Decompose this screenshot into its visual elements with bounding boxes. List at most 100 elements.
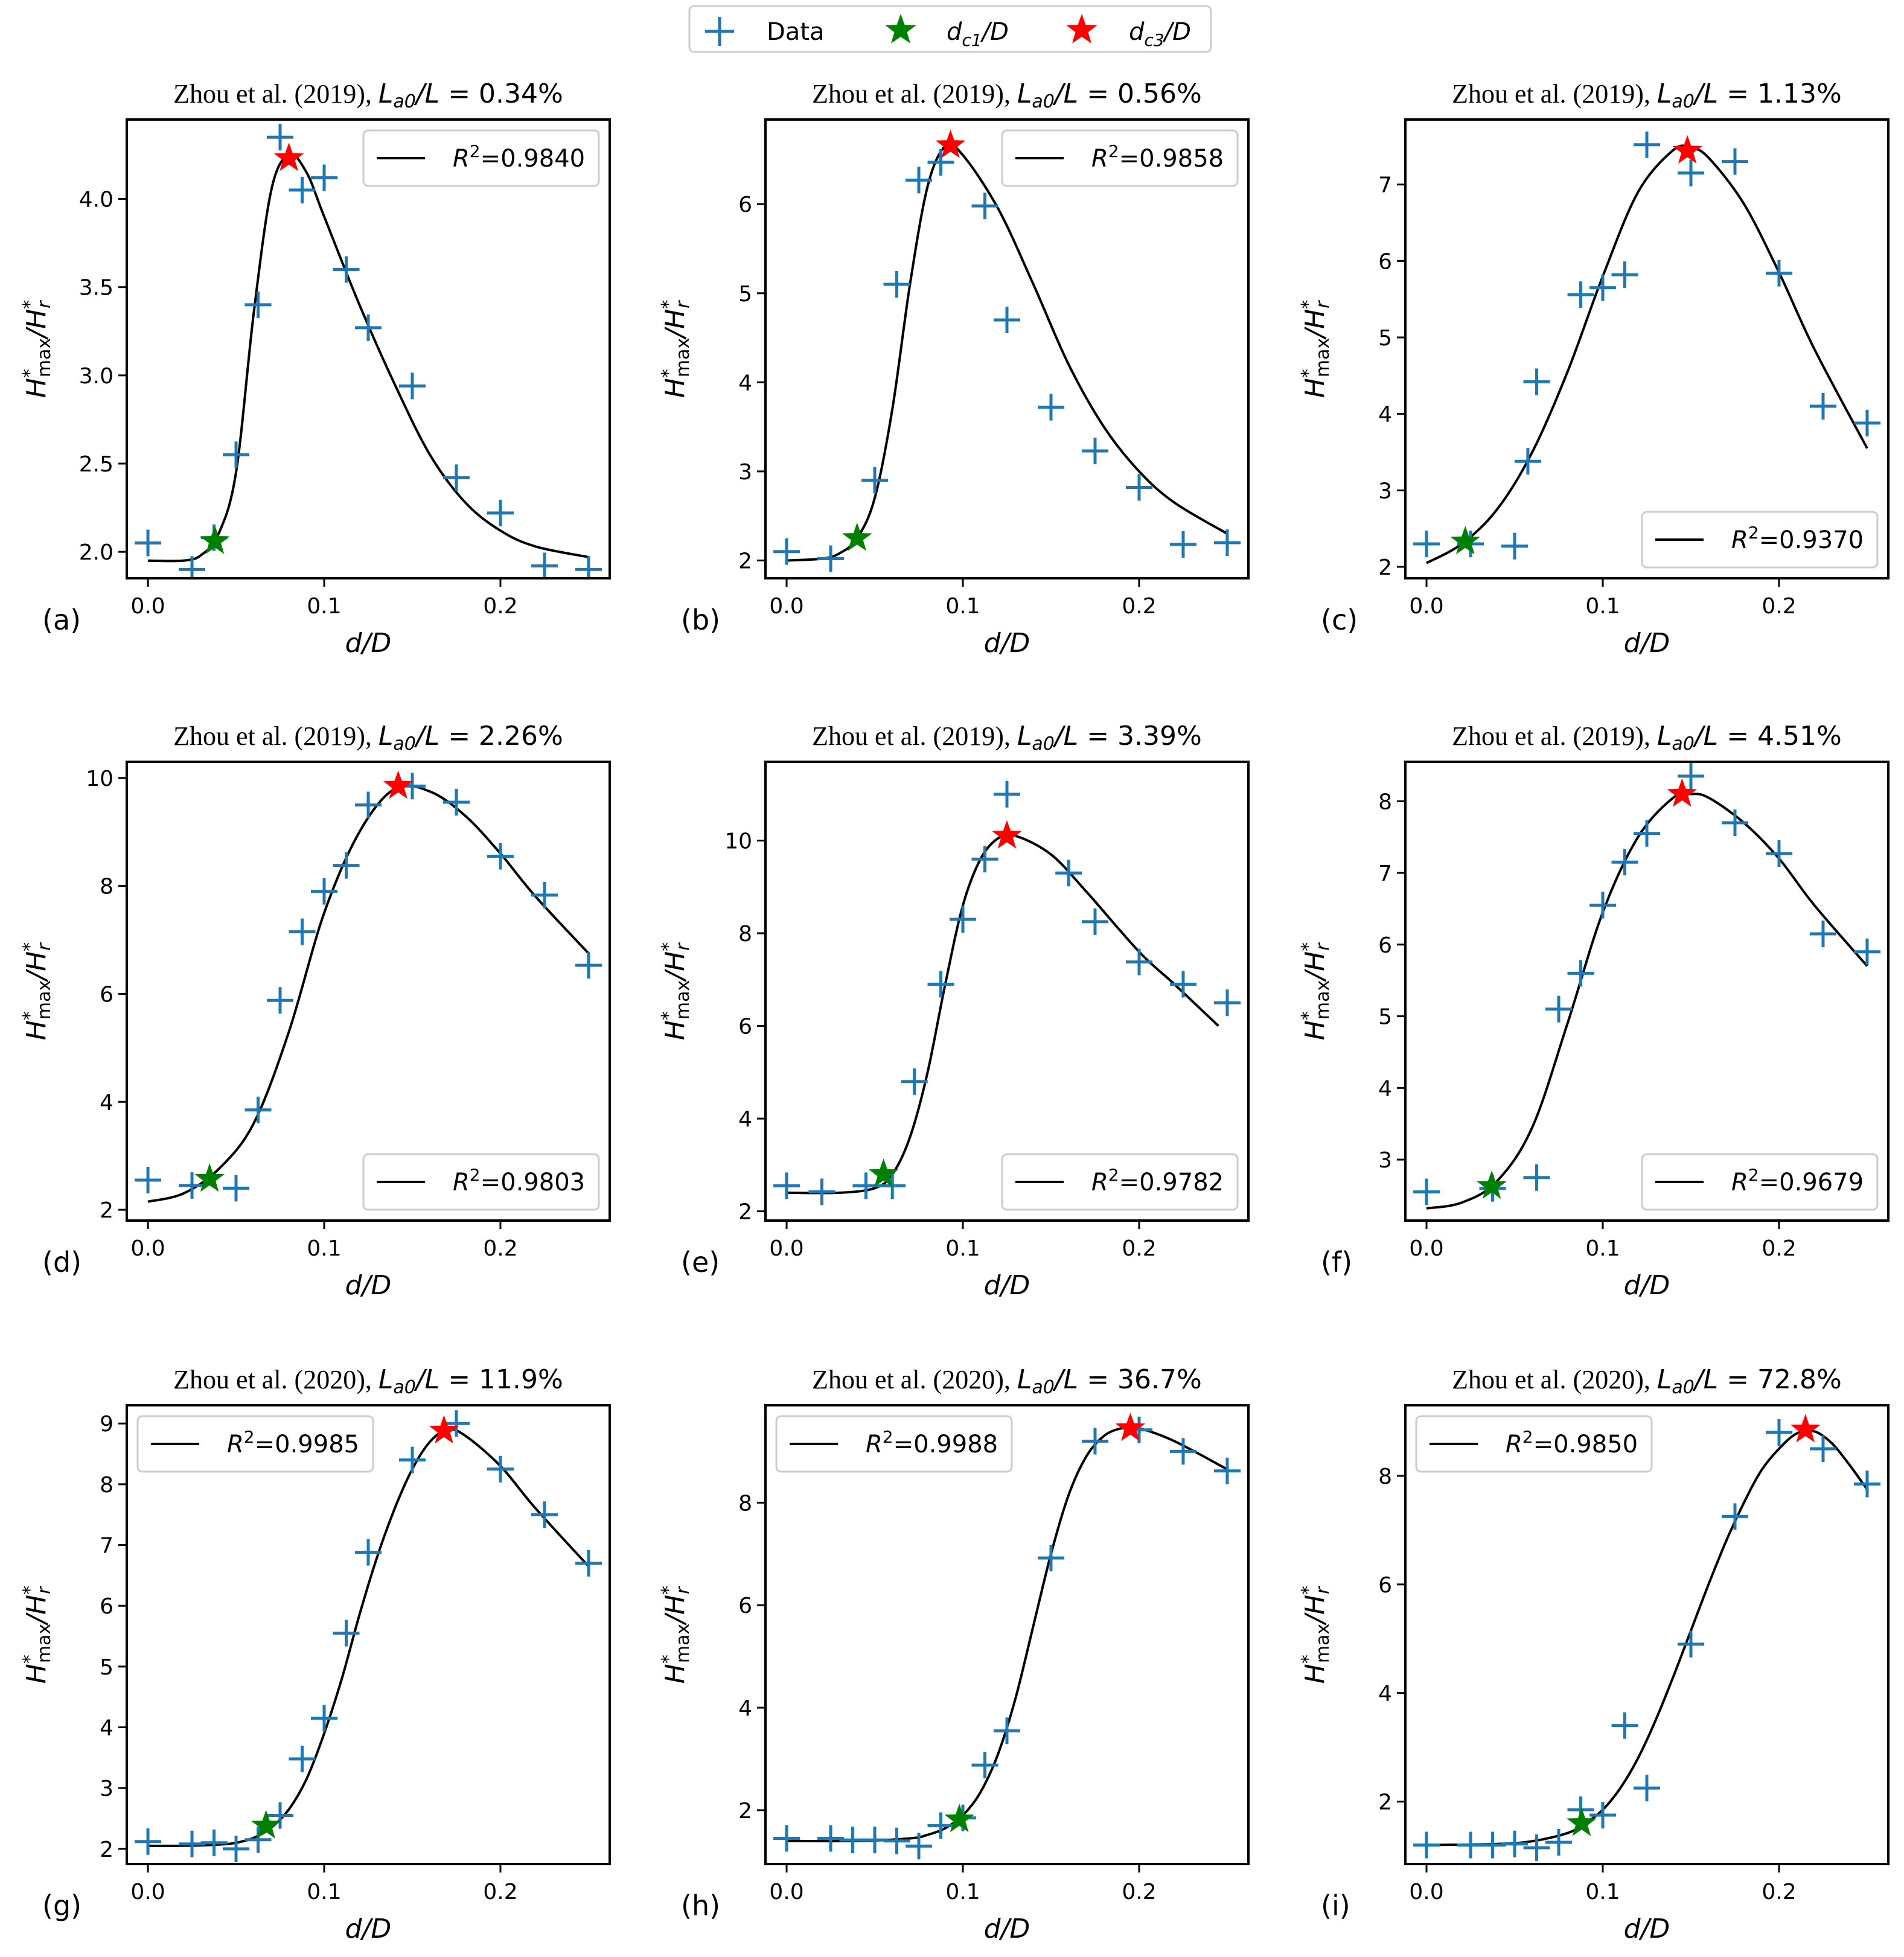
data-point <box>1567 960 1594 987</box>
x-tick-label: 0.0 <box>1409 594 1443 619</box>
y-tick-label: 6 <box>1378 249 1392 274</box>
x-tick-label: 0.1 <box>307 1880 341 1904</box>
data-point <box>267 1802 294 1829</box>
y-tick-label: 6 <box>1378 933 1392 958</box>
r2-legend-frame <box>136 1415 374 1473</box>
data-point <box>355 1539 382 1566</box>
x-axis-label: d/D <box>1624 628 1670 659</box>
data-point <box>1809 921 1836 947</box>
data-point <box>971 193 998 220</box>
x-tick-label: 0.2 <box>483 1880 517 1904</box>
r2-legend: R2=0.9679 <box>1641 1153 1879 1211</box>
y-axis-label: H*max/H*r <box>19 300 55 398</box>
chart-title: Zhou et al. (2019), La0/L = 3.39% <box>812 721 1202 755</box>
dc3-star-marker <box>1115 1413 1146 1441</box>
data-point <box>135 1166 162 1193</box>
dc1-star-marker <box>194 1163 225 1192</box>
y-tick-label: 5 <box>738 282 752 307</box>
data-point <box>971 1752 998 1779</box>
x-tick-label: 0.0 <box>130 594 165 619</box>
x-tick-label: 0.1 <box>307 1236 341 1261</box>
dc1-star-marker <box>944 1804 974 1833</box>
x-axis-label: d/D <box>984 1270 1030 1301</box>
data-point <box>773 1172 800 1199</box>
data-point <box>200 1829 228 1856</box>
dc3-star-marker <box>1672 135 1702 164</box>
r2-legend-frame <box>775 1415 1013 1473</box>
data-point <box>906 167 933 194</box>
y-tick-label: 8 <box>738 922 752 947</box>
dc3-star-marker <box>383 770 414 799</box>
y-tick-label: 10 <box>724 829 752 854</box>
data-point <box>289 1745 316 1772</box>
axes-frame <box>126 761 611 1222</box>
y-tick-label: 9 <box>100 1412 113 1437</box>
data-point <box>1765 1419 1792 1446</box>
data-point <box>531 881 558 908</box>
data-point <box>773 538 800 565</box>
data-point <box>1589 1802 1617 1829</box>
dc1-star-marker <box>200 525 230 554</box>
data-point <box>223 1175 250 1202</box>
data-point <box>487 1455 514 1483</box>
axes-frame <box>1404 761 1890 1222</box>
data-point <box>1634 820 1660 847</box>
y-axis-label: H*max/H*r <box>19 1586 55 1684</box>
top-legend: Data dc1/D dc3/D <box>688 5 1212 53</box>
y-tick-label: 4 <box>738 1696 752 1721</box>
x-axis-label: d/D <box>1624 1270 1670 1301</box>
y-tick-label: 3 <box>1378 1148 1392 1173</box>
y-tick-label: 7 <box>100 1534 113 1559</box>
chart-title: Zhou et al. (2019), La0/L = 0.56% <box>812 78 1202 112</box>
chart-title: Zhou et al. (2019), La0/L = 1.13% <box>1452 78 1842 112</box>
y-axis-label: H*max/H*r <box>19 942 55 1040</box>
data-point <box>244 1096 272 1123</box>
data-point <box>1677 159 1704 187</box>
y-tick-label: 3 <box>738 460 752 485</box>
panel-letter: (a) <box>42 604 81 636</box>
data-point <box>1081 1428 1108 1455</box>
x-tick-label: 0.2 <box>1762 1236 1796 1261</box>
data-point <box>531 552 558 578</box>
r2-legend-frame <box>1641 511 1879 569</box>
x-axis-label: d/D <box>1624 1914 1670 1944</box>
y-tick-label: 3 <box>100 1777 113 1801</box>
data-point <box>1853 938 1880 965</box>
data-point <box>442 1410 470 1437</box>
chart-title: Zhou et al. (2020), La0/L = 72.8% <box>1452 1364 1842 1398</box>
y-axis-label: H*max/H*r <box>658 942 694 1040</box>
dc1-star-marker <box>868 1158 899 1187</box>
chart-panel: Zhou et al. (2019), La0/L = 1.13% 0.0 0.1 0… <box>1298 78 1890 659</box>
x-tick-label: 0.0 <box>130 1236 165 1261</box>
legend-dc3-star-icon <box>1066 14 1097 43</box>
r2-legend: R2=0.9858 <box>1001 129 1239 187</box>
data-point <box>1413 1178 1440 1205</box>
r2-value-label: R2=0.9782 <box>1091 1165 1224 1196</box>
r2-value-label: R2=0.9850 <box>1506 1427 1638 1458</box>
data-point <box>927 148 954 176</box>
chart-panel: Zhou et al. (2019), La0/L = 0.34% 0.0 0.1 0… <box>19 78 611 659</box>
fit-curve <box>786 1426 1228 1843</box>
r2-legend-frame <box>1001 129 1239 187</box>
data-point <box>244 1826 272 1853</box>
x-axis-label: d/D <box>345 1270 392 1301</box>
x-tick-label: 0.2 <box>483 594 517 619</box>
data-point <box>1567 281 1594 308</box>
data-point <box>1125 948 1152 975</box>
data-point <box>487 843 514 870</box>
y-tick-label: 10 <box>86 767 113 791</box>
data-point <box>994 307 1020 334</box>
data-point <box>1523 1834 1550 1862</box>
dc3-star-marker <box>273 142 304 171</box>
chart-panel: Zhou et al. (2020), La0/L = 11.9% 0.0 0.1 0… <box>19 1364 611 1944</box>
panel-letter: (h) <box>681 1889 720 1922</box>
y-tick-label: 4 <box>100 1716 113 1741</box>
panel-letter: (b) <box>681 604 720 636</box>
y-tick-label: 8 <box>1378 790 1392 814</box>
data-point <box>1853 1470 1880 1498</box>
x-tick-label: 0.0 <box>769 594 803 619</box>
data-point <box>1545 1829 1573 1856</box>
data-point <box>311 878 338 905</box>
y-tick-label: 2 <box>100 1837 113 1862</box>
